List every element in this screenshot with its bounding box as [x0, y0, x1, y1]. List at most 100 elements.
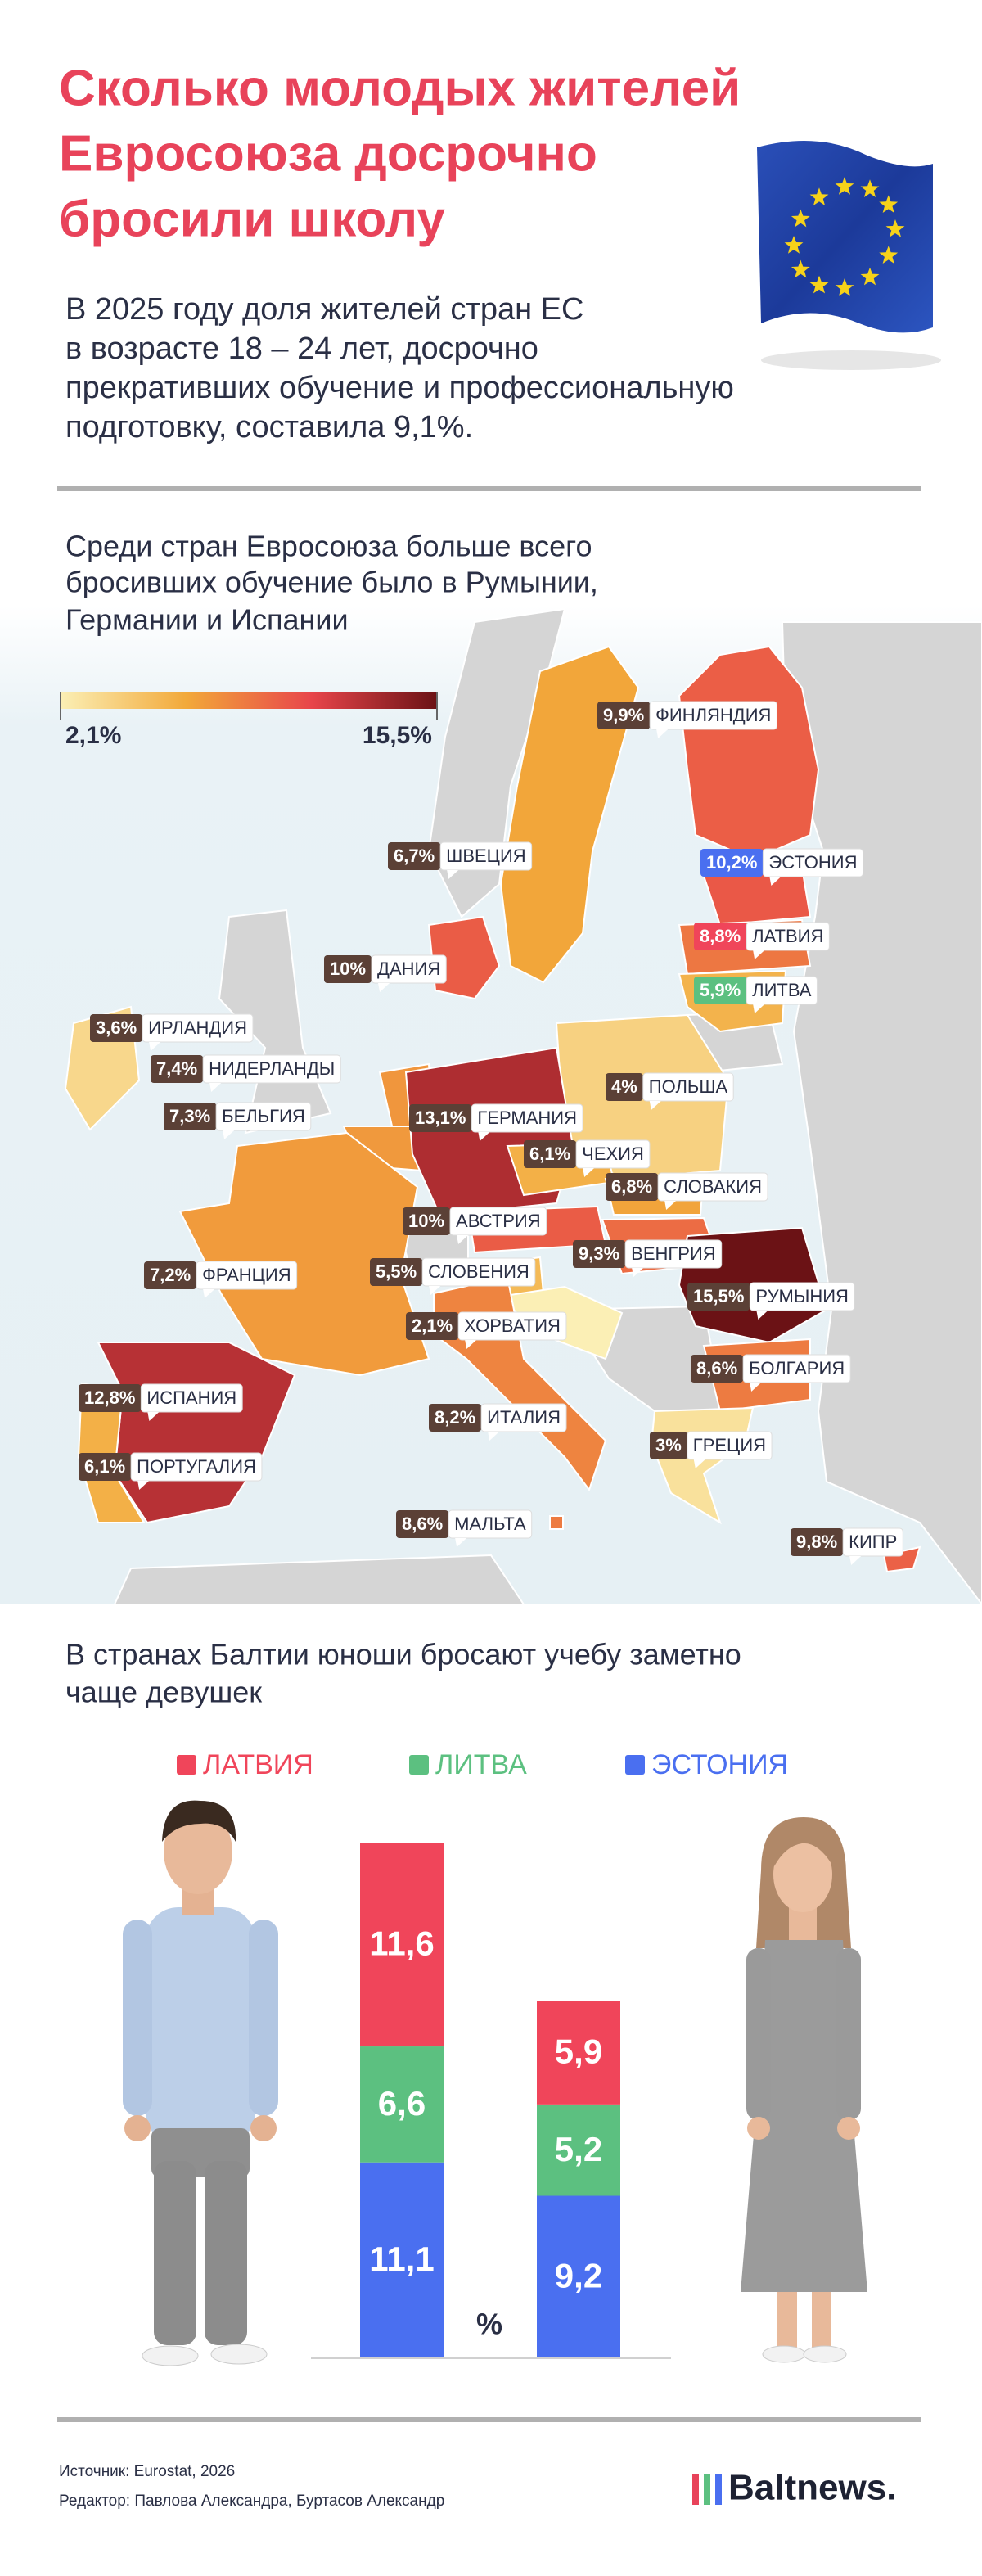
badge-pointer [465, 1340, 477, 1349]
badge-value-bg [694, 977, 747, 1004]
color-legend: 2,1% 15,5% [60, 692, 438, 749]
badge-value-bg [791, 1528, 844, 1556]
country-value: 6,1% [84, 1456, 125, 1477]
badge-name-bg [215, 1102, 312, 1131]
badge-name-bg [480, 1403, 567, 1432]
country-value: 15,5% [693, 1286, 744, 1306]
legend-swatch [177, 1755, 196, 1775]
editor: Редактор: Павлова Александра, Буртасов А… [59, 2493, 444, 2510]
badge-name-bg [649, 701, 777, 730]
country-name: ЧЕХИЯ [582, 1144, 644, 1164]
country-name: ПОЛЬША [649, 1076, 728, 1097]
country-value: 10% [330, 959, 366, 979]
badge-value-bg [90, 1014, 143, 1042]
badge-name-bg [624, 1239, 723, 1269]
country-name: ИСПАНИЯ [146, 1387, 236, 1408]
badge-pointer [849, 1556, 862, 1565]
flag-star [835, 278, 854, 296]
logo: Baltnews. [692, 2468, 896, 2508]
country-value: 5,5% [376, 1261, 417, 1282]
legend-label: ЛИТВА [435, 1749, 527, 1780]
badge-value-bg [597, 702, 651, 729]
badge-name-bg [642, 1072, 734, 1102]
badge-pointer [753, 950, 765, 959]
badge-value-bg [429, 1404, 482, 1432]
badge-value-bg [650, 1432, 687, 1459]
badge-pointer [753, 1004, 765, 1013]
badge-name-bg [202, 1054, 341, 1084]
flag-star [809, 187, 829, 206]
subtitle-line: В 2025 году доля жителей стран ЕС [65, 292, 583, 327]
country [678, 645, 820, 861]
country-name: СЛОВЕНИЯ [428, 1261, 529, 1282]
bar-segment [537, 2001, 620, 2105]
badge-value-bg [370, 1258, 423, 1286]
badge-pointer [137, 1481, 150, 1490]
badge-name-bg [449, 1207, 547, 1236]
country-name: ШВЕЦИЯ [446, 846, 526, 866]
badge-pointer [378, 983, 390, 992]
badge-value-bg [524, 1140, 577, 1168]
badge-name-bg [142, 1013, 254, 1043]
flag-star [879, 246, 899, 264]
country-value: 6,7% [394, 846, 435, 866]
legend-swatch [625, 1755, 645, 1775]
badge-name-bg [742, 1354, 851, 1383]
badge-name-bg [657, 1172, 768, 1202]
subtitle-line: прекративших обучение и профессиональную [65, 371, 734, 405]
chart-title: В странах Балтии юноши бросают учебу зам… [65, 1638, 741, 1671]
country-value: 8,6% [402, 1514, 443, 1534]
country-name: БЕЛЬГИЯ [222, 1106, 305, 1126]
badge-value-bg [606, 1173, 659, 1201]
badge-name-bg [130, 1452, 263, 1482]
country-value: 4% [611, 1076, 637, 1097]
stacked-bar-chart: ЛАТВИЯ ЛИТВА ЭСТОНИЯ 11,1 6,6 11,6 9,2 5,2 5,9% [177, 1749, 788, 2359]
badge-value-bg [694, 923, 747, 950]
country-name: ИТАЛИЯ [487, 1407, 561, 1428]
country-name: СЛОВАКИЯ [664, 1176, 762, 1197]
country-value: 3,6% [96, 1017, 137, 1038]
country-name: ФИНЛЯНДИЯ [655, 705, 771, 725]
country-value: 9,9% [603, 705, 644, 725]
country-name: РУМЫНИЯ [755, 1286, 849, 1306]
badge-pointer [447, 870, 459, 879]
flag-star [885, 219, 905, 237]
badge-value-bg [573, 1240, 626, 1268]
scale-label: 15,5% [363, 722, 432, 749]
bar-segment [360, 2046, 444, 2163]
badge-name-bg [749, 1282, 855, 1311]
country-name: ХОРВАТИЯ [464, 1315, 561, 1336]
map-heading: Среди стран Евросоюза больше всего [65, 530, 592, 563]
country-value: 8,6% [696, 1358, 737, 1378]
badge-pointer [209, 1083, 222, 1092]
country-value: 6,1% [529, 1144, 570, 1164]
bar-value-label: 6,6 [378, 2084, 426, 2123]
badge-value-bg [396, 1510, 449, 1538]
legend-swatch [409, 1755, 429, 1775]
badge-name-bg [762, 848, 864, 877]
bar-value-label: 11,6 [369, 1924, 434, 1963]
subtitle-line: подготовку, составила 9,1%. [65, 410, 473, 444]
badge-name-bg [140, 1383, 243, 1413]
badge-pointer [750, 1383, 762, 1392]
title-line: Евросоюза досрочно [59, 125, 597, 182]
badge-value-bg [691, 1355, 744, 1383]
country-name: ГРЕЦИЯ [693, 1435, 766, 1455]
country-value: 9,3% [579, 1243, 619, 1264]
badge-name-bg [457, 1311, 567, 1341]
country-value: 10,2% [706, 852, 757, 873]
country-name: ДАНИЯ [377, 959, 440, 979]
bar-segment [360, 1843, 444, 2047]
badge-pointer [203, 1289, 215, 1298]
legend-label: ЛАТВИЯ [203, 1749, 313, 1780]
badge-value-bg [700, 849, 764, 877]
badge-name-bg [746, 922, 830, 951]
badge-pointer [769, 877, 782, 886]
country-name: ФРАНЦИЯ [202, 1265, 291, 1285]
country-name: ИРЛАНДИЯ [148, 1017, 247, 1038]
badge-name-bg [439, 841, 533, 871]
badge-pointer [457, 1235, 469, 1244]
flag-star [809, 275, 829, 294]
country-value: 12,8% [84, 1387, 135, 1408]
